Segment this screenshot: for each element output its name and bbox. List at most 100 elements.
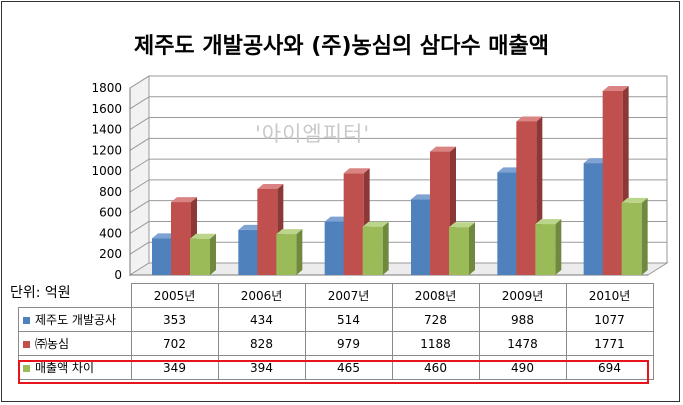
bar-front — [430, 151, 450, 275]
bar-front — [362, 226, 383, 275]
data-value: 1188 — [391, 331, 480, 356]
category-label: 2008년 — [391, 283, 480, 308]
data-value: 434 — [217, 307, 306, 332]
data-value: 702 — [130, 331, 219, 356]
table-row: 매출액 차이 349 394 465 460 490 694 — [18, 355, 654, 380]
bar-front — [497, 172, 518, 275]
y-tick-label: 0 — [114, 268, 122, 282]
bar-side — [469, 222, 475, 275]
bar-2-1 — [276, 229, 303, 275]
category-label: 2009년 — [478, 283, 567, 308]
gridline-side — [129, 117, 150, 130]
legend-entry: ㈜농심 — [18, 331, 132, 356]
data-value: 1478 — [478, 331, 567, 356]
y-tick-label: 400 — [99, 226, 122, 240]
bar-top — [430, 146, 456, 152]
gridline-side — [129, 179, 150, 193]
series-name: 제주도 개발공사 — [35, 313, 117, 327]
bar-2-2 — [362, 221, 389, 275]
data-value: 979 — [304, 331, 393, 356]
side-wall — [129, 75, 150, 276]
bar-front — [171, 202, 191, 275]
gridline-side — [129, 241, 150, 255]
category-label: 2005년 — [130, 283, 219, 308]
bar-front — [343, 173, 364, 275]
data-value: 1771 — [565, 331, 654, 356]
bar-top — [190, 233, 216, 239]
bar-top — [171, 197, 197, 203]
category-label: 2006년 — [217, 283, 306, 308]
legend-entry: 제주도 개발공사 — [18, 307, 132, 332]
gridline-side — [129, 158, 150, 172]
bar-top — [343, 168, 370, 174]
bar-top — [516, 116, 543, 122]
gridlines — [129, 75, 667, 276]
table-row: 제주도 개발공사 353 434 514 728 988 1077 — [18, 307, 654, 332]
data-value: 728 — [391, 307, 480, 332]
gridline-side — [129, 137, 150, 151]
bar-front — [190, 238, 210, 275]
gridline-side — [129, 96, 150, 110]
data-value: 349 — [130, 355, 219, 380]
data-value: 828 — [217, 331, 306, 356]
legend-swatch — [23, 317, 30, 324]
bar-top — [257, 183, 284, 189]
bar-top — [276, 229, 303, 235]
y-tick-label: 1200 — [91, 143, 122, 157]
y-tick-label: 1400 — [91, 123, 122, 137]
data-value: 465 — [304, 355, 393, 380]
table-row: ㈜농심 702 828 979 1188 1478 1771 — [18, 331, 654, 356]
table-header-row: 2005년 2006년 2007년 2008년 2009년 2010년 — [19, 283, 654, 308]
bar-2-3 — [449, 222, 475, 275]
bar-side — [296, 229, 303, 275]
bar-front — [535, 224, 556, 275]
data-value: 394 — [217, 355, 306, 380]
bar-2-5 — [621, 197, 648, 275]
data-value: 514 — [304, 307, 393, 332]
bar-front — [411, 199, 431, 275]
bar-front — [602, 91, 623, 275]
data-value: 988 — [478, 307, 567, 332]
bar-front — [583, 163, 604, 275]
bar-side — [641, 197, 648, 275]
bar-front — [621, 202, 642, 275]
bar-top — [362, 221, 389, 227]
data-value: 490 — [478, 355, 567, 380]
bar-front — [449, 227, 469, 275]
bar-front — [257, 188, 278, 275]
bar-2-0 — [190, 233, 216, 275]
bar-top — [535, 219, 562, 225]
legend-swatch — [23, 365, 30, 372]
bar-front — [276, 234, 297, 275]
y-tick-label: 800 — [99, 185, 122, 199]
y-axis-ticks: 0 200 400 600 800 1000 1200 1400 1600 1800 — [91, 81, 122, 282]
bar-side — [210, 233, 216, 275]
bars — [152, 86, 648, 275]
gridline-side — [129, 75, 150, 89]
series-name: ㈜농심 — [35, 337, 70, 351]
bar-front — [238, 229, 259, 275]
y-tick-label: 600 — [99, 206, 122, 220]
bar-top — [449, 222, 475, 228]
y-tick-label: 1000 — [91, 164, 122, 178]
bar-front — [152, 238, 172, 275]
bar-front — [516, 121, 537, 275]
legend-swatch — [23, 341, 30, 348]
data-value: 1077 — [565, 307, 654, 332]
chart-title: 제주도 개발공사와 (주)농심의 삼다수 매출액 — [133, 34, 550, 59]
y-tick-label: 200 — [99, 247, 122, 261]
data-value: 460 — [391, 355, 480, 380]
y-tick-label: 1800 — [91, 81, 122, 95]
category-label: 2007년 — [304, 283, 393, 308]
unit-label: 단위: 억원 — [10, 285, 71, 301]
bar-side — [555, 219, 562, 275]
bar-top — [602, 86, 629, 92]
legend-entry: 매출액 차이 — [18, 355, 132, 380]
data-value: 694 — [565, 355, 654, 380]
bar-2-4 — [535, 219, 562, 275]
watermark: '아이엠피터' — [255, 122, 371, 146]
gridline-side — [129, 221, 150, 234]
data-value: 353 — [130, 307, 219, 332]
